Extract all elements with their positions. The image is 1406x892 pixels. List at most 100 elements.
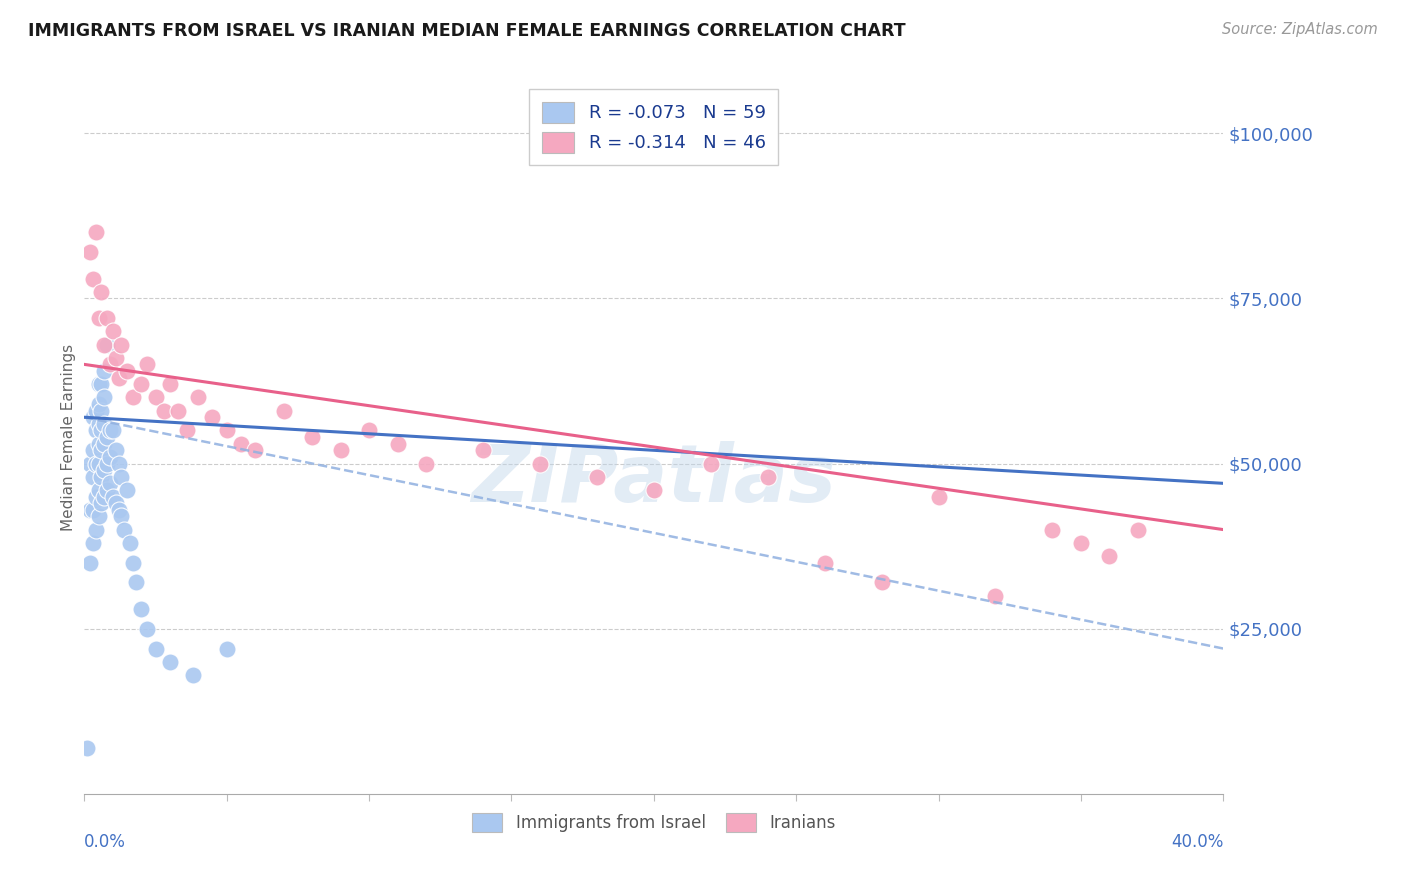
Point <box>87 483 110 497</box>
Point <box>124 575 146 590</box>
Point <box>700 457 723 471</box>
Point <box>76 740 98 755</box>
Point <box>1098 549 1121 563</box>
Point <box>90 403 112 417</box>
Point <box>84 403 107 417</box>
Point <box>93 391 115 405</box>
Point <box>101 324 124 338</box>
Point <box>529 457 551 471</box>
Point <box>329 443 352 458</box>
Point <box>93 337 115 351</box>
Point <box>87 417 110 431</box>
Point <box>87 509 110 524</box>
Point <box>110 509 132 524</box>
Point <box>98 358 121 372</box>
Point <box>107 502 129 516</box>
Point <box>181 668 204 682</box>
Point <box>82 271 104 285</box>
Text: IMMIGRANTS FROM ISRAEL VS IRANIAN MEDIAN FEMALE EARNINGS CORRELATION CHART: IMMIGRANTS FROM ISRAEL VS IRANIAN MEDIAN… <box>28 22 905 40</box>
Point <box>245 443 267 458</box>
Point <box>96 430 118 444</box>
Point <box>359 424 381 438</box>
Point <box>104 496 127 510</box>
Point <box>82 536 104 550</box>
Point <box>131 602 153 616</box>
Point <box>90 496 112 510</box>
Point <box>90 285 112 299</box>
Point <box>107 370 129 384</box>
Point <box>79 457 101 471</box>
Point <box>215 641 238 656</box>
Point <box>84 424 107 438</box>
Point <box>87 311 110 326</box>
Point <box>79 556 101 570</box>
Text: Source: ZipAtlas.com: Source: ZipAtlas.com <box>1222 22 1378 37</box>
Point <box>90 469 112 483</box>
Y-axis label: Median Female Earnings: Median Female Earnings <box>60 343 76 531</box>
Point <box>107 457 129 471</box>
Point <box>96 311 118 326</box>
Text: ZIPatlas: ZIPatlas <box>471 441 837 519</box>
Point <box>79 245 101 260</box>
Point <box>215 424 238 438</box>
Legend: Immigrants from Israel, Iranians: Immigrants from Israel, Iranians <box>465 806 842 839</box>
Point <box>586 469 609 483</box>
Point <box>90 377 112 392</box>
Point <box>96 483 118 497</box>
Point <box>187 391 209 405</box>
Point <box>93 463 115 477</box>
Point <box>814 556 837 570</box>
Point <box>1126 523 1149 537</box>
Point <box>136 622 159 636</box>
Point <box>145 391 167 405</box>
Point <box>101 490 124 504</box>
Point <box>112 523 135 537</box>
Text: 0.0%: 0.0% <box>84 833 127 851</box>
Point <box>84 490 107 504</box>
Point <box>115 483 138 497</box>
Point <box>93 490 115 504</box>
Point <box>121 556 143 570</box>
Point <box>82 443 104 458</box>
Point <box>121 391 143 405</box>
Point <box>104 443 127 458</box>
Point <box>472 443 495 458</box>
Point <box>110 337 132 351</box>
Point <box>93 364 115 378</box>
Point <box>167 403 190 417</box>
Point <box>159 377 181 392</box>
Point <box>153 403 176 417</box>
Point <box>93 417 115 431</box>
Point <box>229 436 252 450</box>
Point <box>870 575 893 590</box>
Point <box>84 523 107 537</box>
Point <box>96 337 118 351</box>
Point <box>98 450 121 464</box>
Point <box>643 483 665 497</box>
Point <box>301 430 323 444</box>
Point <box>118 536 141 550</box>
Point <box>82 469 104 483</box>
Point <box>131 377 153 392</box>
Point <box>201 410 224 425</box>
Point <box>928 490 950 504</box>
Point <box>415 457 437 471</box>
Point <box>93 436 115 450</box>
Point <box>136 358 159 372</box>
Point <box>90 424 112 438</box>
Point <box>115 364 138 378</box>
Point <box>984 589 1007 603</box>
Point <box>1070 536 1092 550</box>
Point <box>176 424 198 438</box>
Point <box>96 457 118 471</box>
Point <box>87 436 110 450</box>
Text: 40.0%: 40.0% <box>1171 833 1223 851</box>
Point <box>98 424 121 438</box>
Point <box>84 225 107 239</box>
Point <box>104 351 127 365</box>
Point <box>82 410 104 425</box>
Point <box>387 436 409 450</box>
Point <box>90 443 112 458</box>
Point <box>159 655 181 669</box>
Point <box>101 424 124 438</box>
